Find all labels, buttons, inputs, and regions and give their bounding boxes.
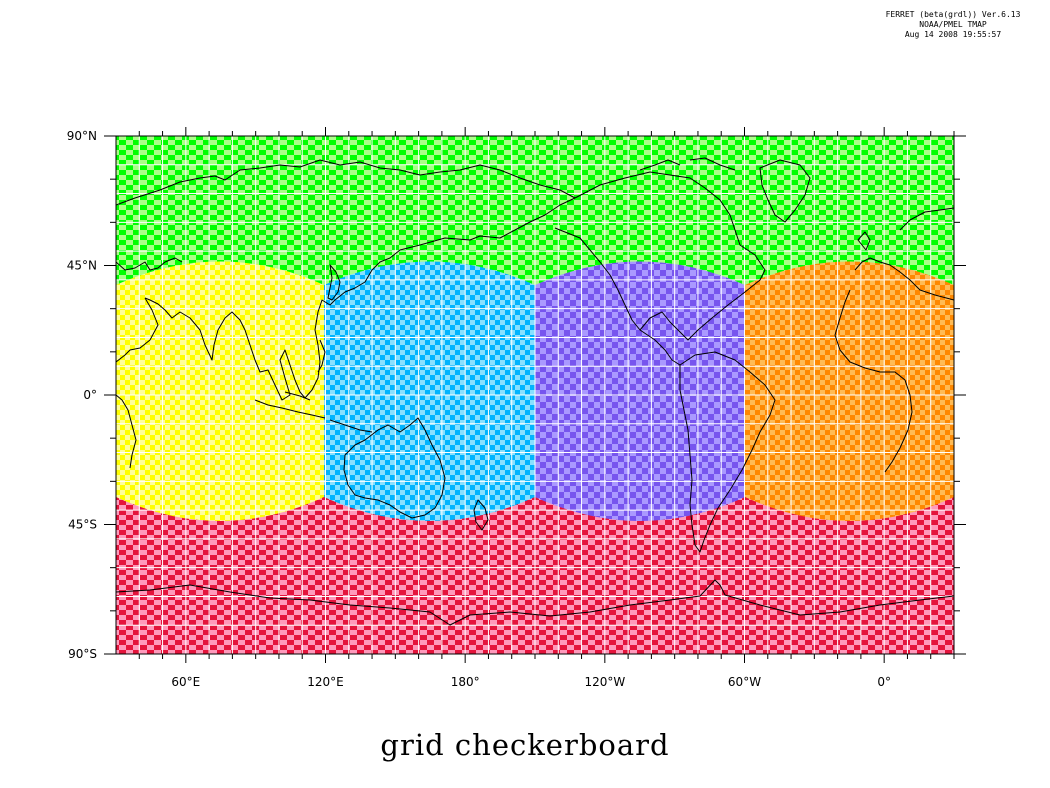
lon-label: 60°W: [728, 675, 761, 689]
coast-indonesia: [254, 339, 373, 433]
coast-australia: [343, 417, 446, 519]
face-3-purple: [535, 261, 745, 521]
organization: NOAA/PMEL TMAP: [919, 20, 987, 29]
axis-labels: 90°N 45°N 0° 45°S 90°S 60°E 120°E 180° 120°W 60°W…: [67, 129, 891, 689]
coast-scandinavia: [899, 207, 954, 231]
plot-title: grid checkerboard: [380, 728, 670, 762]
header-info: FERRET (beta(grdl)) Ver.6.13 NOAA/PMEL T…: [858, 10, 1048, 40]
coast-europe-north: [116, 257, 183, 271]
coast-africa-west: [834, 289, 913, 473]
lon-label: 60°E: [171, 675, 200, 689]
lon-label: 180°: [451, 675, 480, 689]
face-4-orange: [745, 261, 954, 521]
coast-canada-arctic: [639, 157, 736, 171]
lat-label: 45°S: [68, 518, 97, 532]
coast-africa-east: [116, 394, 137, 469]
face-1-yellow: [116, 261, 324, 521]
axis-ticks: [104, 127, 966, 663]
coast-europe-west: [854, 257, 954, 301]
lat-label: 0°: [83, 388, 97, 402]
coast-british-isles: [857, 231, 871, 251]
coast-greenland: [759, 159, 811, 223]
graticule: [116, 136, 954, 654]
software-version: FERRET (beta(grdl)) Ver.6.13: [885, 10, 1021, 19]
coast-north-america: [554, 171, 766, 341]
coast-south-america: [679, 351, 776, 553]
lat-label: 90°S: [68, 647, 97, 661]
lon-label: 120°W: [584, 675, 625, 689]
coast-eurasia-north: [116, 159, 576, 206]
lon-label: 0°: [877, 675, 891, 689]
coast-japan: [327, 264, 341, 301]
timestamp: Aug 14 2008 19:55:57: [904, 30, 1002, 39]
coast-asia-east: [144, 197, 576, 401]
face-2-blue: [324, 261, 535, 521]
coast-antarctica: [116, 579, 954, 626]
lat-label: 90°N: [67, 129, 97, 143]
coast-arabia: [116, 297, 159, 363]
map-field: [116, 136, 954, 654]
coast-new-zealand: [473, 499, 489, 531]
lat-label: 45°N: [67, 259, 97, 273]
coast-central-america: [639, 329, 681, 366]
lon-label: 120°E: [307, 675, 344, 689]
coastlines: [116, 157, 954, 626]
